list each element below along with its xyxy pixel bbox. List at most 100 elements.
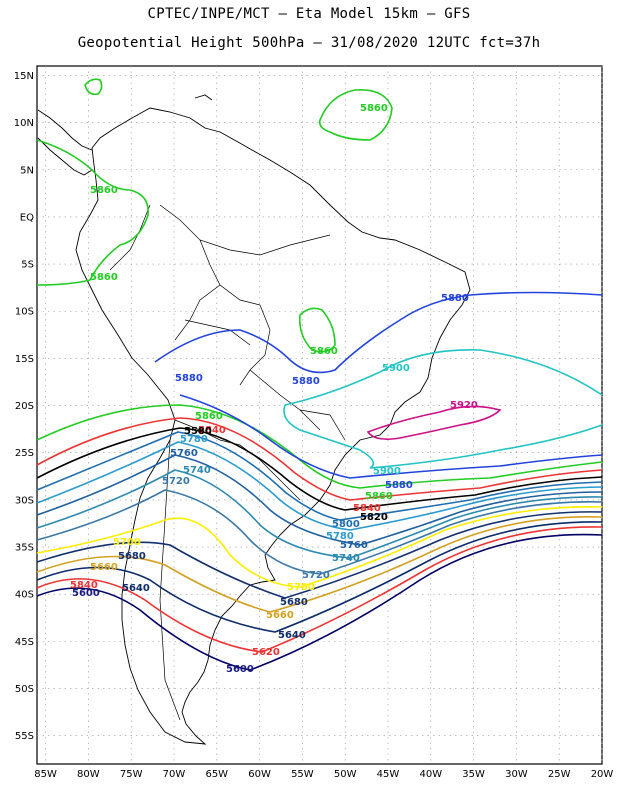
contour-5860 (36, 404, 603, 489)
lon-tick-label: 45W (377, 769, 400, 780)
lat-tick-label: 25S (15, 448, 34, 459)
map-frame (36, 65, 603, 765)
latitude-labels: 15N 10N 5N EQ 5S 10S 15S 20S 25S 30S 35S 40S 45S 50S 5… (14, 71, 34, 742)
contour-label: 5640 (122, 583, 150, 594)
contour-lines (36, 78, 603, 671)
contour-5660 (36, 515, 603, 613)
contour-label: 5840 (70, 580, 98, 591)
lat-tick-label: 10S (15, 307, 34, 318)
lat-tick-label: 30S (15, 495, 34, 506)
contour-5860-north-west (36, 139, 149, 286)
lat-tick-label: 20S (15, 401, 34, 412)
contour-label: 5740 (183, 465, 211, 476)
contour-5620 (36, 526, 603, 653)
lon-tick-label: 25W (548, 769, 571, 780)
contour-label: 5860 (90, 185, 118, 196)
contour-label: 5760 (170, 448, 198, 459)
contour-5800 (36, 431, 603, 521)
lat-tick-label: 10N (14, 118, 34, 129)
south-america-coastline (75, 107, 471, 745)
lat-tick-label: 5N (20, 165, 34, 176)
contour-label: 5600 (72, 588, 100, 599)
contour-5920 (366, 405, 502, 440)
lon-tick-label: 75W (120, 769, 143, 780)
contour-label: 5620 (252, 647, 280, 658)
contour-label: 5860 (195, 411, 223, 422)
lon-tick-label: 60W (248, 769, 271, 780)
contour-5600 (36, 533, 603, 671)
contour-5740 (36, 469, 603, 559)
contour-label: 5680 (118, 551, 146, 562)
contour-5880 (154, 291, 603, 374)
contour-label: 5660 (266, 610, 294, 621)
contour-5880-south (179, 394, 603, 479)
contour-label: 5760 (340, 540, 368, 551)
contour-label: 5640 (278, 630, 306, 641)
lon-tick-label: 35W (462, 769, 485, 780)
contour-5780 (36, 441, 603, 531)
contour-label: 5700 (113, 537, 141, 548)
lat-tick-label: 55S (15, 731, 34, 742)
title-line-1: CPTEC/INPE/MCT – Eta Model 15km – GFS (147, 6, 471, 22)
contour-label: 5920 (450, 400, 478, 411)
contour-label: 5720 (162, 476, 190, 487)
contour-label: 5720 (302, 570, 330, 581)
contour-label: 5580 (184, 426, 212, 437)
lon-tick-label: 80W (77, 769, 100, 780)
contour-label: 5680 (280, 597, 308, 608)
lat-tick-label: 5S (21, 260, 34, 271)
lat-tick-label: 35S (15, 543, 34, 554)
contour-label: 5700 (287, 582, 315, 593)
contour-5820 (36, 427, 603, 511)
contour-label: 5860 (360, 103, 388, 114)
contour-label: 5820 (360, 512, 388, 523)
contour-5760 (36, 454, 603, 546)
lat-tick-label: 15S (15, 354, 34, 365)
contour-5640 (36, 521, 603, 633)
contour-5680 (36, 511, 603, 599)
title-line-2: Geopotential Height 500hPa – 31/08/2020 … (77, 35, 541, 51)
contour-label: 5900 (373, 466, 401, 477)
lon-tick-label: 20W (591, 769, 614, 780)
contour-label: 5860 (365, 491, 393, 502)
contour-label: 5900 (382, 363, 410, 374)
lon-tick-label: 65W (205, 769, 228, 780)
coastlines (37, 94, 471, 745)
lat-tick-label: EQ (20, 212, 34, 223)
contour-5700 (36, 506, 603, 588)
contour-label: 5740 (332, 553, 360, 564)
contour-5840 (36, 417, 603, 501)
contour-label: 5780 (180, 434, 208, 445)
lon-tick-label: 85W (34, 769, 57, 780)
longitude-labels: 85W 80W 75W 70W 65W 60W 55W 50W 45W 40W 35W 30W 25W 2… (34, 769, 613, 780)
contour-label: 5880 (292, 376, 320, 387)
contour-label: 5840 (198, 425, 226, 436)
central-america-coastline (37, 109, 93, 176)
lon-tick-label: 30W (505, 769, 528, 780)
contour-5900 (283, 349, 603, 469)
contour-5720 (36, 489, 603, 575)
lat-tick-label: 15N (14, 71, 34, 82)
contour-5860-north-island (318, 89, 393, 141)
lon-tick-label: 70W (163, 769, 186, 780)
lon-tick-label: 55W (291, 769, 314, 780)
contour-label: 5800 (332, 519, 360, 530)
contour-label: 5860 (90, 272, 118, 283)
contour-label: 5600 (226, 664, 254, 675)
contour-5860-brazil (298, 307, 336, 353)
contour-labels: 5860 5860 5860 5860 5860 5860 5880 5880 … (70, 103, 478, 675)
contour-5860-small (84, 78, 103, 96)
contour-label: 5840 (353, 503, 381, 514)
lon-tick-label: 40W (419, 769, 442, 780)
lon-tick-label: 50W (334, 769, 357, 780)
lat-tick-label: 50S (15, 684, 34, 695)
lat-lon-grid (37, 66, 603, 764)
contour-label: 5880 (385, 480, 413, 491)
lat-tick-label: 40S (15, 590, 34, 601)
contour-label: 5880 (175, 373, 203, 384)
lat-tick-label: 45S (15, 637, 34, 648)
contour-label: 5780 (326, 531, 354, 542)
contour-label: 5660 (90, 562, 118, 573)
contour-label: 5860 (310, 346, 338, 357)
